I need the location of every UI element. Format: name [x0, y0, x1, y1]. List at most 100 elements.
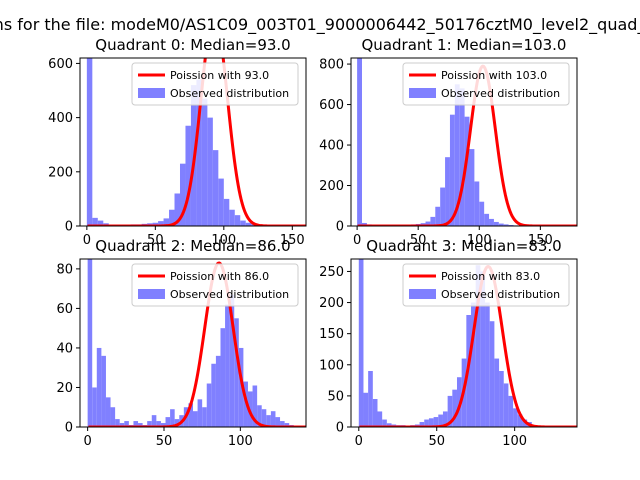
legend-label-poisson: Poission with 83.0 [441, 270, 540, 283]
histogram-bar [382, 419, 387, 427]
histogram-bar [92, 217, 98, 226]
histogram-bar [188, 403, 193, 427]
x-tick-label: 0 [355, 434, 363, 449]
histogram-bar [361, 222, 367, 226]
legend-box [402, 62, 570, 106]
y-tick-label: 20 [56, 381, 73, 396]
histogram-bar [119, 423, 125, 427]
histogram-bar [151, 415, 157, 427]
y-tick-label: 200 [319, 179, 344, 194]
histogram-bar [372, 399, 378, 427]
histogram-bar [223, 198, 230, 226]
histogram-bar [201, 98, 208, 226]
histogram-bar [197, 399, 203, 427]
histogram-bar [193, 411, 198, 427]
figure-suptitle: Histograms for the file: modeM0/AS1C09_0… [0, 15, 640, 35]
x-tick-label: 100 [211, 233, 236, 248]
histogram-bar [252, 385, 258, 427]
histogram-bar [508, 395, 514, 427]
histogram-bar [152, 222, 159, 226]
histogram-bar [464, 116, 470, 226]
histogram-bar [425, 221, 431, 226]
subplot-quadrant-3: 0 50 100 0 50 100 150 200 250 Quadrant 3: Median=… [319, 237, 578, 449]
y-tick-label: 0 [65, 421, 73, 436]
histogram-bar [169, 209, 175, 226]
histogram-bar [185, 125, 191, 226]
histogram-bar [225, 304, 230, 427]
histogram-bar [499, 371, 504, 427]
legend-label-poisson: Poission with 86.0 [170, 270, 269, 283]
histogram-bar [138, 423, 143, 427]
legend-label-observed: Observed distribution [170, 87, 289, 100]
y-tick-label: 150 [319, 327, 344, 342]
histogram-bar [280, 421, 285, 427]
histogram-bar [275, 417, 281, 427]
histogram-bar [163, 218, 170, 226]
histogram-bar [475, 265, 481, 427]
histogram-bar [218, 178, 224, 226]
y-tick-label: 0 [336, 220, 344, 235]
histogram-bar [234, 215, 241, 226]
legend-box [402, 263, 570, 307]
histogram-bar [105, 397, 111, 427]
histogram-bar [220, 328, 226, 427]
histogram-bar [358, 259, 364, 427]
histogram-bar [363, 392, 369, 427]
histogram-bar [419, 422, 425, 427]
histogram-bar [471, 302, 476, 427]
subplot-title: Quadrant 1: Median=103.0 [362, 36, 567, 54]
x-tick-label: 50 [428, 434, 445, 449]
x-tick-label: 0 [83, 233, 91, 248]
subplot-quadrant-2: 0 50 100 0 20 40 60 80 Quadrant 2: Median=86.0 Po… [56, 237, 307, 449]
x-tick-label: 150 [528, 233, 553, 248]
subplot-quadrant-1: 0 50 100 150 0 200 400 600 800 Quadrant 1: Median… [319, 36, 578, 248]
legend: Poission with 93.0 Observed distribution [131, 62, 299, 106]
x-tick-label: 100 [502, 434, 527, 449]
y-tick-label: 600 [319, 98, 344, 113]
histogram-bar [86, 58, 93, 226]
histogram-bar [479, 201, 485, 226]
histogram-bar [503, 383, 509, 427]
histogram-bar [229, 294, 235, 427]
y-tick-label: 800 [319, 58, 344, 73]
y-tick-label: 200 [48, 165, 73, 180]
histogram-bar [212, 150, 219, 226]
histogram-bar [449, 114, 455, 226]
x-tick-label: 0 [83, 434, 91, 449]
histogram-bar [489, 321, 495, 427]
histogram-bar [438, 414, 443, 427]
histogram-bar [215, 355, 221, 427]
y-tick-label: 60 [56, 302, 73, 317]
histogram-bar [435, 206, 441, 226]
subplot-title: Quadrant 2: Median=86.0 [95, 237, 290, 255]
legend-label-poisson: Poission with 103.0 [441, 69, 547, 82]
histogram-bar [133, 421, 139, 427]
y-tick-label: 200 [319, 296, 344, 311]
subplot-title: Quadrant 3: Median=83.0 [366, 237, 561, 255]
histogram-bar [170, 409, 175, 427]
histogram-bar [494, 358, 500, 427]
histogram-bar [96, 347, 102, 427]
histogram-bar [238, 347, 244, 427]
histogram-bar [266, 415, 271, 427]
histogram-bar [174, 419, 180, 427]
histogram-bar [428, 418, 434, 427]
x-tick-label: 50 [147, 233, 164, 248]
histogram-bar [207, 117, 213, 226]
histogram-bar [234, 318, 239, 427]
histogram-bar [433, 417, 439, 427]
y-tick-label: 50 [327, 389, 344, 404]
y-tick-label: 100 [319, 358, 344, 373]
subplot-title: Quadrant 0: Median=93.0 [95, 36, 290, 54]
histogram-bar [179, 163, 186, 226]
histogram-bar [357, 58, 362, 226]
y-tick-label: 250 [319, 265, 344, 280]
legend-label-observed: Observed distribution [170, 288, 289, 301]
histogram-bar [160, 423, 166, 427]
legend-label-observed: Observed distribution [441, 87, 560, 100]
histogram-bar [110, 407, 116, 427]
histogram-bar [484, 213, 490, 226]
histogram-bar [196, 79, 202, 226]
